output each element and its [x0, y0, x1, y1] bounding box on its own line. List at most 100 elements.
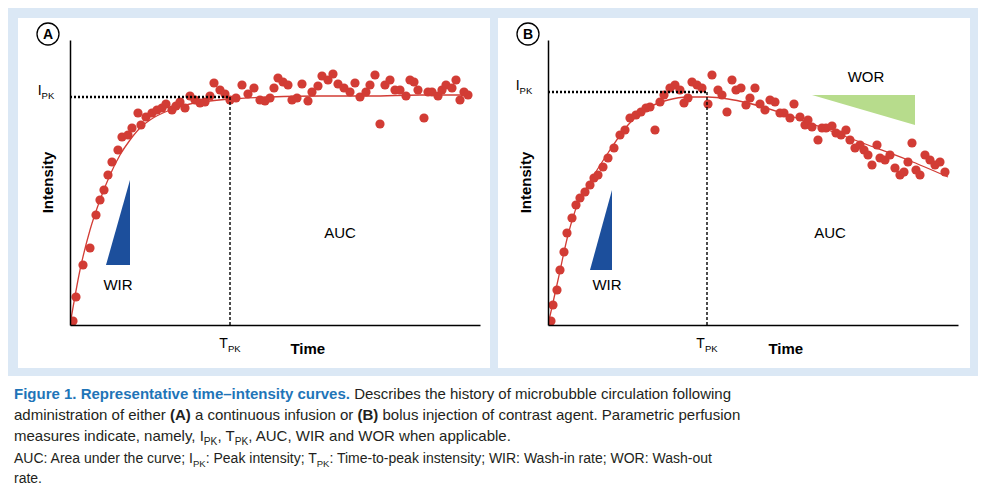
data-point: [598, 162, 607, 171]
caption-subscript: PK: [317, 458, 330, 469]
caption-line: AUC: Area under the curve; IPK: Peak int…: [14, 450, 712, 469]
data-point: [297, 79, 306, 88]
peak-label: TPK: [219, 335, 241, 354]
data-point: [350, 78, 359, 87]
data-point: [370, 70, 379, 79]
wir-icon: [590, 190, 612, 270]
wir-label: WIR: [592, 276, 621, 293]
caption-text: , T: [217, 427, 234, 444]
data-point: [269, 83, 278, 92]
peak-line-vertical: [706, 92, 707, 325]
data-point: [722, 107, 731, 116]
data-point: [813, 135, 822, 144]
data-point: [365, 80, 374, 89]
data-point: [867, 160, 876, 169]
data-point: [727, 75, 736, 84]
panel: AIPKTPKTimeIntensityAUCWIR: [18, 18, 490, 368]
caption-text: : Peak intensity; T: [206, 450, 317, 466]
data-point: [683, 93, 692, 102]
data-point: [283, 80, 292, 89]
caption-text: (B): [358, 406, 379, 423]
data-point: [249, 83, 258, 92]
y-axis: [548, 41, 549, 326]
panel-label-circle: [517, 23, 539, 45]
peak-line-horizontal: [548, 91, 707, 93]
y-axis: [70, 41, 71, 326]
fit-line: [70, 95, 470, 325]
panel-label: A: [43, 26, 53, 42]
data-point: [419, 113, 428, 122]
caption-line: Figure 1. Representative time–intensity …: [14, 385, 731, 402]
panel: BIPKTPKTimeIntensityAUCWIRWOR: [498, 18, 970, 368]
data-point: [409, 77, 418, 86]
x-axis-title: Time: [768, 340, 803, 357]
caption-subscript: PK: [193, 458, 206, 469]
data-point: [789, 99, 798, 108]
data-point: [841, 125, 850, 134]
caption-text: : Time-to-peak instensity; WIR: Wash-in …: [329, 450, 712, 466]
figure-background: [8, 8, 978, 376]
fit-line: [548, 97, 948, 325]
peak-label-sub: PK: [705, 343, 718, 354]
data-point: [451, 75, 460, 84]
axis-line: [70, 41, 72, 326]
data-point: [770, 97, 779, 106]
data-point: [707, 70, 716, 79]
root: AIPKTPKTimeIntensityAUCWIRBIPKTPKTimeInt…: [0, 0, 985, 493]
data-point: [915, 170, 924, 179]
data-point: [375, 119, 384, 128]
axis-line: [549, 325, 959, 327]
data-point: [401, 91, 410, 100]
data-point: [562, 228, 571, 237]
caption-text: measures indicate, namely, I: [14, 427, 204, 444]
caption-line: administration of either (A) a continuou…: [14, 406, 740, 423]
caption-text: bolus injection of contrast agent. Param…: [378, 406, 740, 423]
data-point: [127, 123, 136, 132]
data-point: [745, 93, 754, 102]
peak-label-sub: PK: [42, 90, 55, 101]
axis-line: [71, 325, 481, 327]
peak-label-sub: PK: [228, 343, 241, 354]
data-point: [237, 80, 246, 89]
data-point: [85, 243, 94, 252]
data-point: [736, 83, 745, 92]
data-point: [303, 96, 312, 105]
panel-background: [18, 18, 490, 368]
x-axis-title: Time: [290, 340, 325, 357]
peak-label: IPK: [516, 77, 533, 96]
y-axis-title: Intensity: [39, 151, 56, 213]
caption-line: measures indicate, namely, IPK, TPK, AUC…: [14, 427, 511, 447]
data-point: [345, 87, 354, 96]
peak-label: IPK: [38, 82, 55, 101]
data-point: [863, 150, 872, 159]
caption-text: Describes the history of microbubble cir…: [350, 385, 731, 402]
data-point: [675, 85, 684, 94]
peak-line-horizontal: [70, 96, 230, 98]
wir-icon: [106, 180, 130, 265]
x-axis: [549, 325, 959, 326]
peak-line-vertical: [229, 97, 230, 325]
wor-label: WOR: [848, 68, 885, 85]
panel-background: [498, 18, 970, 368]
data-point: [935, 157, 944, 166]
data-point: [899, 167, 908, 176]
data-point: [455, 95, 464, 104]
caption-subscript: PK: [235, 436, 249, 447]
data-point: [328, 69, 337, 78]
caption-text: a continuous infusion or: [191, 406, 358, 423]
data-point: [413, 85, 422, 94]
data-point: [703, 99, 712, 108]
data-point: [593, 170, 602, 179]
figure: AIPKTPKTimeIntensityAUCWIRBIPKTPKTimeInt…: [0, 0, 985, 493]
wir-label: WIR: [103, 276, 132, 293]
caption-line: rate.: [14, 470, 42, 486]
plot-area: [70, 69, 473, 325]
data-point: [292, 93, 301, 102]
data-point: [907, 138, 916, 147]
caption-subscript: PK: [204, 436, 218, 447]
wor-icon: [812, 95, 915, 125]
data-point: [209, 78, 218, 87]
data-point: [385, 75, 394, 84]
data-point: [313, 81, 322, 90]
y-axis-title: Intensity: [517, 151, 534, 213]
